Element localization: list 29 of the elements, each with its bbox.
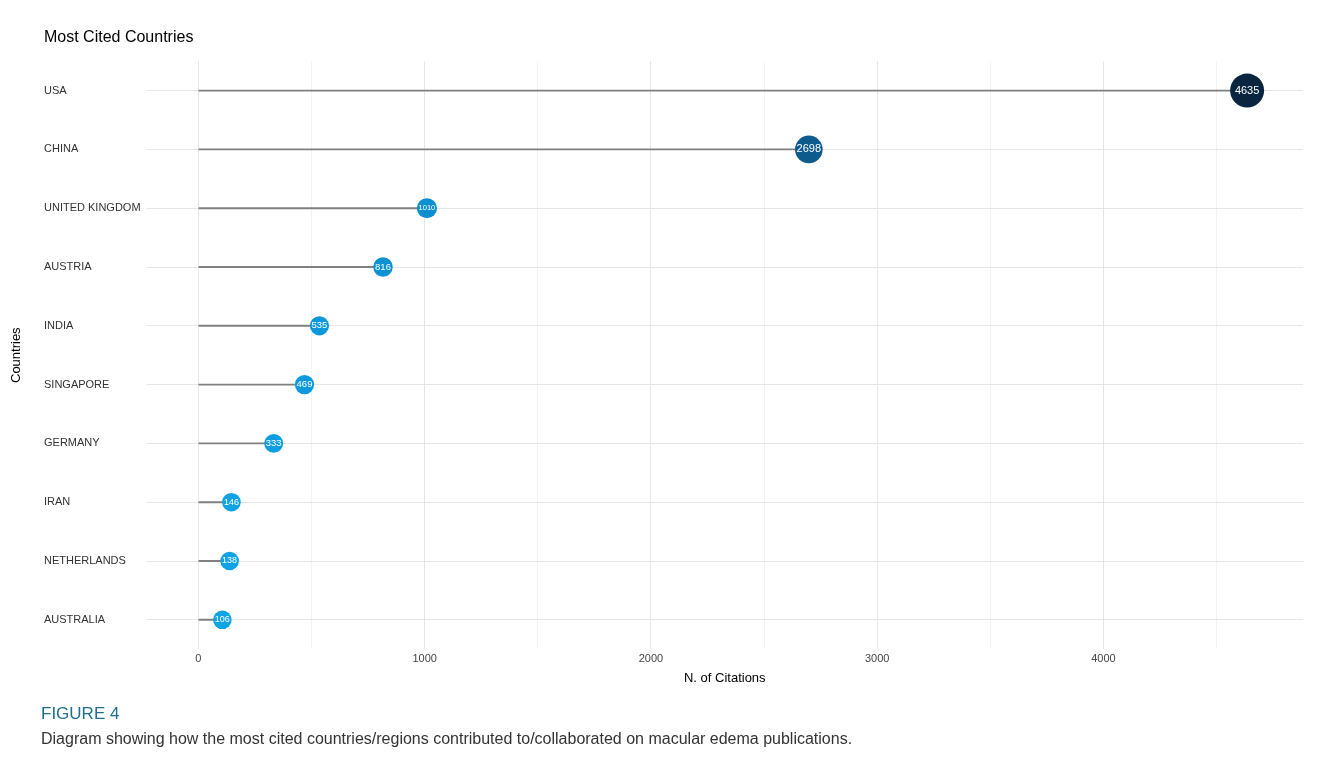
chart-title: Most Cited Countries — [44, 28, 194, 46]
y-tick-label: UNITED KINGDOM — [44, 201, 141, 214]
y-tick-label: SINGAPORE — [44, 377, 110, 390]
y-tick-label: INDIA — [44, 318, 74, 331]
caption: FIGURE 4 — [41, 704, 121, 724]
text: Diagram showing how the most cited countries/regions contributed to/collaborated on macular edema publications. — [41, 730, 854, 748]
y-tick-label: CHINA — [44, 142, 79, 155]
y-tick-label: IRAN — [44, 495, 71, 508]
y-tick-label: USA — [44, 83, 68, 96]
y-tick-label: AUSTRIA — [44, 260, 93, 273]
y-axis-title: Countries — [7, 326, 23, 384]
y-tick-label: AUSTRALIA — [44, 612, 106, 625]
data-label: 469 — [296, 378, 313, 390]
data-label: 535 — [311, 319, 328, 331]
data-label: 4635 — [1234, 83, 1260, 96]
data-label: 106 — [214, 614, 230, 625]
x-tick-label: 2000 — [638, 651, 664, 664]
data-label: 138 — [222, 555, 238, 566]
x-axis-title: N. of Citations — [683, 669, 767, 685]
x-tick-label: 3000 — [864, 651, 890, 664]
y-tick-label: GERMANY — [44, 436, 101, 449]
data-label: 816 — [375, 260, 391, 272]
data-label: 333 — [265, 437, 282, 449]
x-tick-label: 1000 — [412, 651, 437, 664]
y-tick-label: NETHERLANDS — [44, 554, 126, 567]
x-tick-label: 4000 — [1091, 651, 1116, 664]
data-label: 146 — [223, 496, 239, 507]
data-label: 2698 — [796, 142, 822, 155]
x-tick-label: 0 — [195, 651, 202, 664]
